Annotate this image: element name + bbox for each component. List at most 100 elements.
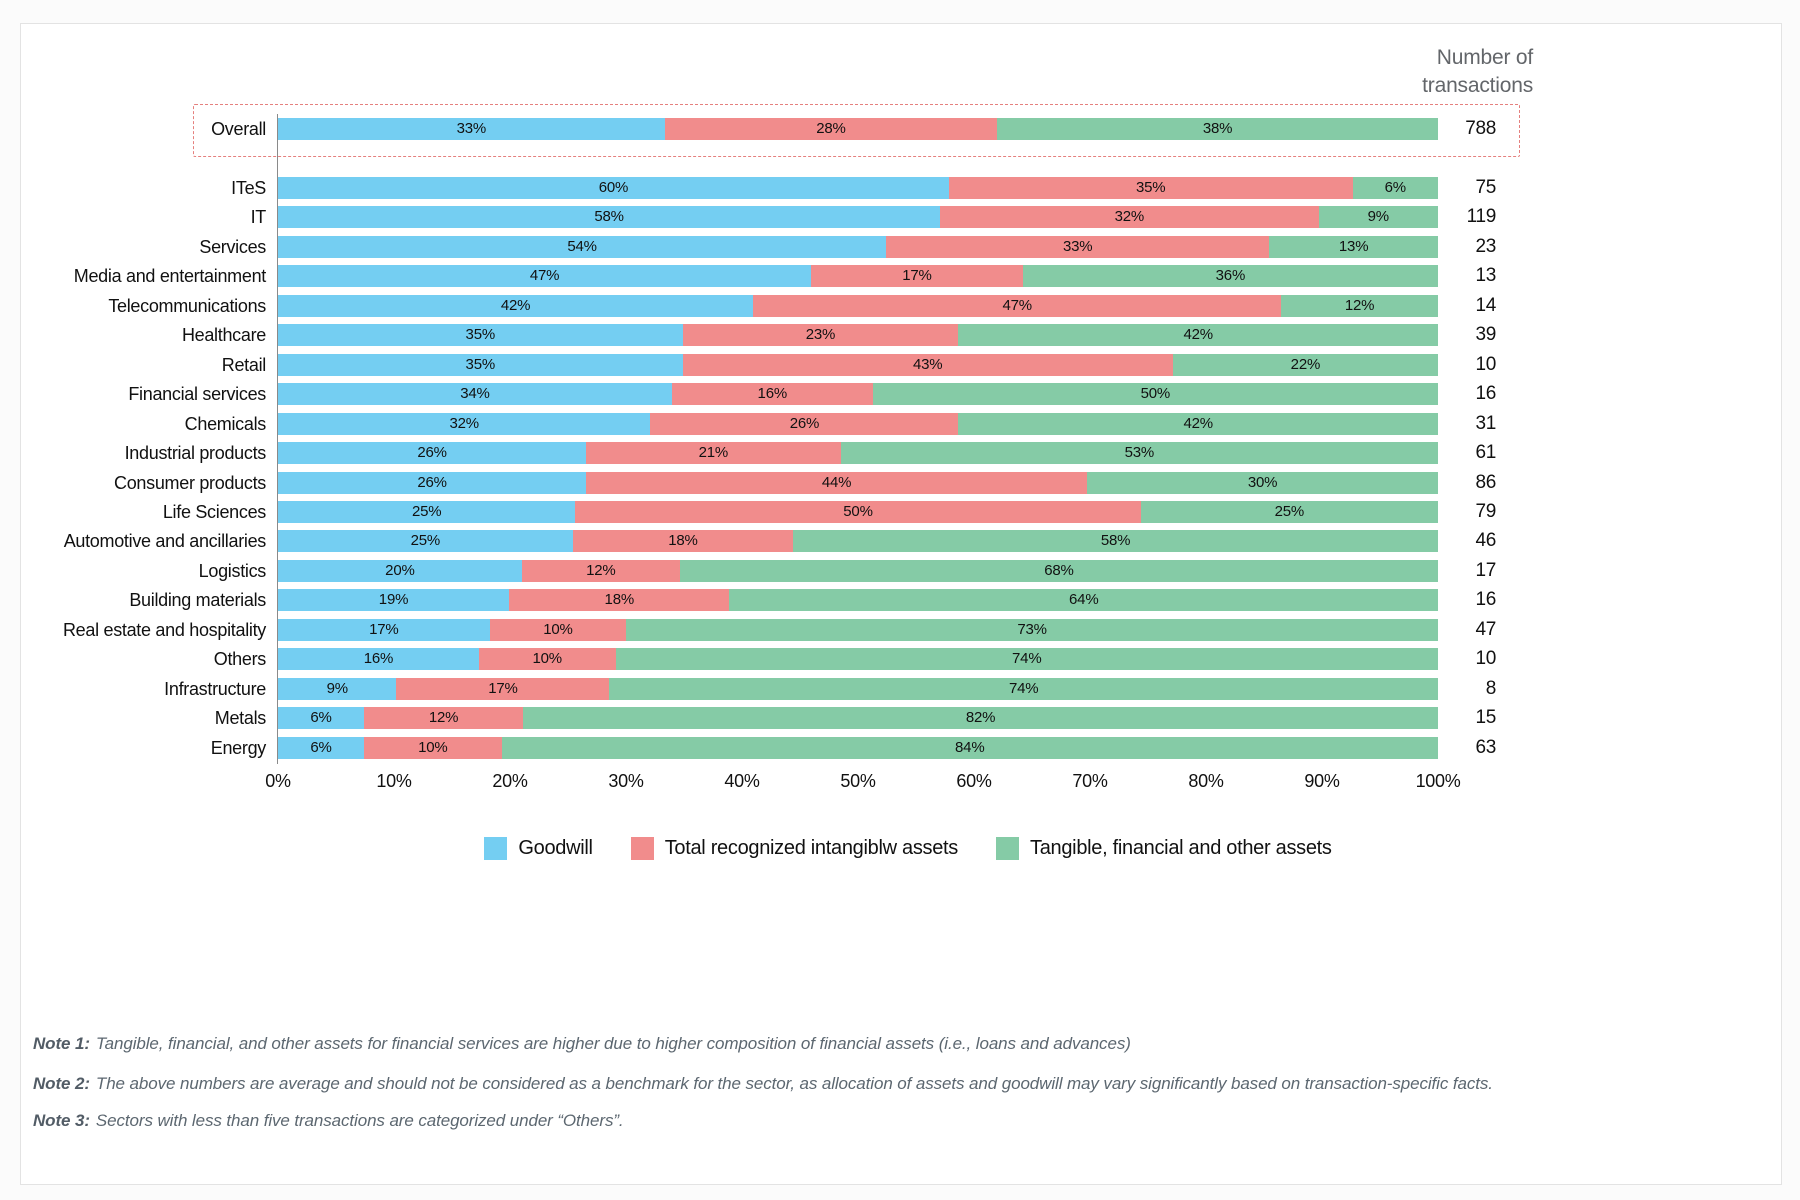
stacked-bar: 33% 28% 38% [278,118,1439,140]
segment-value-label: 6% [310,709,332,727]
legend-label: Goodwill [518,836,593,859]
segment-value-label: 35% [465,355,496,373]
legend-label: Total recognized intangiblw assets [664,836,959,859]
legend-swatch-goodwill [484,836,508,860]
x-axis-tick: 50% [840,771,876,791]
chart-row: Chemicals 32% 26% 42% 31 [21,412,1781,435]
note-1: Note 1: Tangible, financial, and other as… [33,1034,1733,1054]
bar-segment-intangibles: 17% [396,677,610,700]
x-axis-tick: 60% [956,771,992,791]
row-label: Life Sciences [162,501,266,522]
bar-segment-tangible: 30% [1087,471,1438,494]
note-text: The above numbers are average and should… [95,1074,1493,1093]
stacked-bar: 6% 10% 84% [278,736,1438,759]
segment-value-label: 18% [668,532,698,550]
chart-row: Energy 6% 10% 84% 63 [21,736,1781,759]
bar-segment-goodwill: 34% [278,383,672,406]
chart-row: Automotive and ancillaries 25% 18% 58% 46 [21,530,1781,553]
segment-value-label: 32% [449,414,479,432]
legend-item: Goodwill [484,836,593,860]
chart-row: Infrastructure 9% 17% 74% 8 [21,677,1781,700]
row-transaction-count: 788 [1465,118,1496,139]
bar-segment-intangibles: 33% [886,235,1270,258]
row-transaction-count: 75 [1475,177,1496,198]
segment-value-label: 16% [363,650,394,668]
bar-segment-goodwill: 20% [278,559,522,582]
overall-highlight-box [193,104,1520,157]
row-label: Automotive and ancillaries [63,531,267,552]
bar-segment-tangible: 22% [1172,353,1438,376]
row-label: Real estate and hospitality [62,619,266,640]
legend: Goodwill Total recognized intangiblw asse… [278,835,1538,861]
x-axis-tick: 20% [492,771,528,791]
segment-value-label: 6% [310,738,332,756]
note-3: Note 3: Sectors with less than five trans… [33,1111,1733,1131]
bar-segment-goodwill: 9% [278,677,397,700]
bar-segment-goodwill: 6% [278,707,365,730]
row-label: Industrial products [124,443,267,464]
bar-segment-tangible: 42% [958,412,1438,435]
note-text: Sectors with less than five transactions… [95,1111,624,1130]
segment-value-label: 19% [378,591,409,609]
stacked-bar: 25% 18% 58% [278,530,1438,553]
legend-item: Total recognized intangiblw assets [630,836,959,860]
segment-value-label: 47% [1002,296,1032,314]
row-label: ITeS [231,178,266,198]
segment-value-label: 42% [1183,414,1214,432]
segment-value-label: 26% [417,473,447,491]
segment-value-label: 12% [586,561,616,579]
bar-segment-goodwill: 26% [278,471,587,494]
bar-segment-goodwill: 35% [278,353,683,376]
bar-segment-intangibles: 26% [650,412,959,435]
row-transaction-count: 119 [1466,206,1497,228]
segment-value-label: 18% [604,591,635,609]
x-axis-tick: 30% [608,771,644,791]
bar-segment-intangibles: 17% [811,265,1023,288]
x-axis-tick: 100% [1415,771,1461,791]
row-label: Energy [210,737,267,758]
segment-value-label: 64% [1069,591,1099,609]
x-axis-tick: 80% [1188,771,1224,791]
segment-value-label: 33% [1062,237,1093,255]
row-transaction-count: 79 [1475,500,1496,522]
bar-segment-tangible: 82% [523,707,1438,730]
segment-value-label: 82% [965,709,996,727]
note-prefix: Note 3: [33,1111,90,1130]
row-transaction-count: 86 [1475,471,1496,493]
segment-value-label: 9% [326,679,348,697]
segment-value-label: 42% [1183,326,1214,344]
bar-segment-tangible: 68% [679,559,1439,582]
segment-value-label: 35% [465,326,496,344]
segment-value-label: 10% [532,650,562,668]
bar-segment-intangibles: 16% [671,383,873,406]
segment-value-label: 84% [955,738,985,756]
chart-row: Industrial products 26% 21% 53% 61 [21,442,1781,465]
stacked-bar: 42% 47% 12% [278,294,1438,317]
bar-segment-intangibles: 23% [682,324,959,347]
stacked-bar: 35% 43% 22% [278,353,1438,376]
row-transaction-count: 8 [1485,677,1497,699]
bar-segment-tangible: 38% [997,118,1439,140]
chart-row: Life Sciences 25% 50% 25% 79 [21,500,1781,523]
segment-value-label: 10% [543,620,573,638]
bar-segment-tangible: 73% [626,618,1438,641]
chart-row: Metals 6% 12% 82% 15 [21,707,1781,730]
bar-segment-intangibles: 50% [575,500,1141,523]
chart-row: Logistics 20% 12% 68% 17 [21,559,1781,582]
segment-value-label: 32% [1114,208,1145,226]
chart-row: Building materials 19% 18% 64% 16 [21,589,1781,612]
segment-value-label: 13% [1338,237,1369,255]
bar-segment-tangible: 74% [615,648,1438,671]
stacked-bar: 26% 21% 53% [278,442,1438,465]
segment-value-label: 50% [843,502,873,520]
segment-value-label: 25% [410,532,441,550]
bar-segment-tangible: 6% [1352,177,1438,199]
row-transaction-count: 13 [1475,265,1496,287]
stacked-bar: 17% 10% 73% [278,618,1438,641]
row-label: Financial services [128,384,266,405]
bar-segment-tangible: 9% [1318,206,1439,229]
bar-segment-intangibles: 18% [509,589,730,612]
row-label: Others [213,649,267,670]
segment-value-label: 54% [567,237,597,255]
segment-value-label: 53% [1124,444,1155,462]
